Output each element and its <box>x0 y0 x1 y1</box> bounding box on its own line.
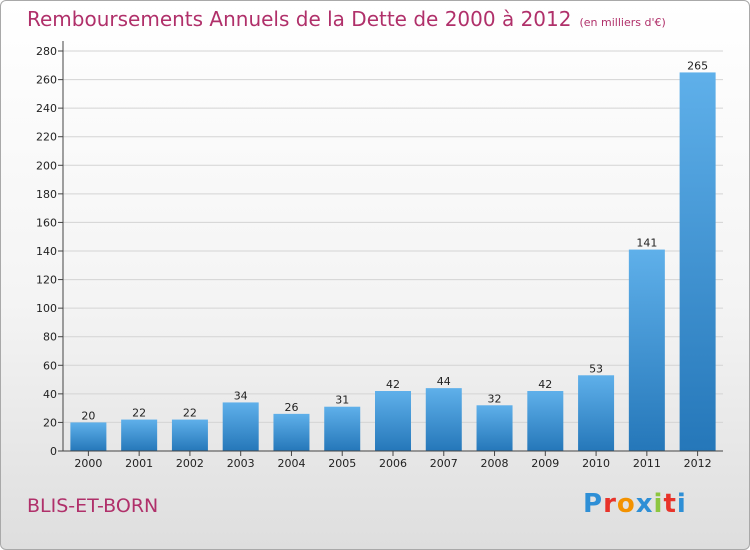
bar <box>679 72 716 451</box>
logo-letter: i <box>653 489 664 519</box>
y-axis: 0 20 40 60 80 100 120 140 160 180 200 220 240 260 280 <box>36 41 64 458</box>
x-tick-label: 2000 <box>74 457 102 470</box>
y-tick-label: 280 <box>36 45 57 58</box>
x-tick-label: 2007 <box>430 457 458 470</box>
logo-letter: i <box>676 489 687 519</box>
x-tick-label: 2012 <box>684 457 712 470</box>
bar-value-label: 22 <box>132 407 146 420</box>
proxiti-logo: Proxiti <box>583 489 687 519</box>
y-tick-label: 20 <box>43 416 57 429</box>
logo-letter: P <box>583 489 604 519</box>
x-axis: 2000 2001 2002 2003 2004 2005 2006 2007 2008 2009… <box>63 450 723 470</box>
y-tick-label: 180 <box>36 188 57 201</box>
bar <box>273 413 310 451</box>
y-tick-label: 220 <box>36 131 57 144</box>
x-tick-label: 2006 <box>379 457 407 470</box>
title-text: Remboursements Annuels de la Dette de 20… <box>27 7 572 31</box>
x-tick-label: 2011 <box>633 457 661 470</box>
bar-value-label: 22 <box>183 407 197 420</box>
logo-letter: x <box>635 489 654 519</box>
y-tick-label: 100 <box>36 302 57 315</box>
logo-letter: t <box>663 489 677 519</box>
x-tick-label: 2002 <box>176 457 204 470</box>
chart-title: Remboursements Annuels de la Dette de 20… <box>27 7 666 31</box>
bar <box>375 391 411 451</box>
x-tick-label: 2004 <box>277 457 305 470</box>
y-tick-label: 160 <box>36 216 57 229</box>
x-tick-label: 2003 <box>227 457 255 470</box>
bar <box>121 419 158 451</box>
x-tick-label: 2008 <box>481 457 509 470</box>
bars: 20 22 22 34 26 31 42 44 32 42 53 141 265 <box>70 59 716 451</box>
bar <box>324 406 361 451</box>
y-tick-label: 260 <box>36 74 57 87</box>
y-tick-label: 240 <box>36 102 57 115</box>
x-tick-label: 2005 <box>328 457 356 470</box>
unit-note: (en milliers d'€) <box>579 16 666 29</box>
bar-value-label: 26 <box>284 401 298 414</box>
bar-value-label: 53 <box>589 362 603 375</box>
logo-letter: r <box>603 489 617 519</box>
bar-value-label: 31 <box>335 394 349 407</box>
y-tick-label: 40 <box>43 388 57 401</box>
x-tick-label: 2010 <box>582 457 610 470</box>
bar <box>578 375 615 451</box>
bar-value-label: 141 <box>636 237 657 250</box>
bar-value-label: 20 <box>81 409 95 422</box>
y-tick-label: 80 <box>43 331 57 344</box>
commune-name: BLIS-ET-BORN <box>27 495 159 517</box>
bar <box>425 388 462 451</box>
bar <box>527 391 564 451</box>
x-tick-label: 2009 <box>531 457 559 470</box>
logo-letter: o <box>616 489 636 519</box>
bar-value-label: 44 <box>437 375 451 388</box>
y-tick-label: 140 <box>36 245 57 258</box>
bar <box>476 405 513 451</box>
y-tick-label: 0 <box>50 445 57 458</box>
bar-value-label: 32 <box>488 392 502 405</box>
bar-value-label: 42 <box>386 378 400 391</box>
y-tick-label: 60 <box>43 359 57 372</box>
y-tick-label: 120 <box>36 274 57 287</box>
y-tick-label: 200 <box>36 159 57 172</box>
bar <box>628 249 665 451</box>
bar <box>171 419 208 451</box>
bar <box>222 402 259 451</box>
bar <box>70 422 107 451</box>
bar-value-label: 34 <box>234 389 248 402</box>
bar-value-label: 42 <box>538 378 552 391</box>
x-tick-label: 2001 <box>125 457 153 470</box>
bar-value-label: 265 <box>687 59 708 72</box>
